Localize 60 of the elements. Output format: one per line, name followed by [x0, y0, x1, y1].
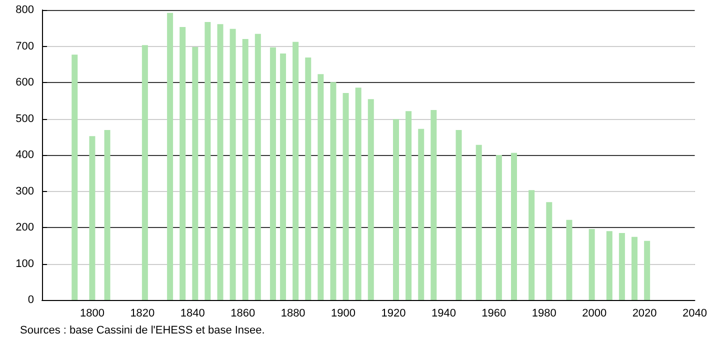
x-tick-label: 1800	[80, 308, 104, 320]
x-tick-label: 1920	[381, 308, 406, 320]
bar	[230, 28, 236, 300]
bar	[280, 54, 286, 300]
bar	[606, 231, 612, 300]
bar	[254, 34, 261, 300]
x-tick-label: 2040	[682, 308, 708, 320]
bar	[305, 57, 312, 300]
bar	[217, 24, 224, 300]
bar	[418, 128, 424, 300]
x-tick-label: 2000	[582, 308, 607, 320]
bar	[368, 99, 374, 300]
bar	[566, 220, 572, 300]
bar	[142, 45, 148, 300]
bar	[167, 12, 174, 300]
bar	[644, 240, 650, 300]
bar	[430, 110, 437, 300]
bar	[270, 47, 276, 300]
bar	[588, 228, 595, 300]
bar	[528, 190, 535, 300]
bar	[632, 236, 638, 300]
bar	[318, 74, 324, 300]
bar	[242, 39, 248, 300]
y-tick-label: 700	[16, 40, 34, 52]
bar	[496, 155, 502, 300]
bar	[546, 202, 552, 300]
y-tick-label: 500	[16, 112, 34, 125]
bar	[180, 27, 186, 300]
bar	[511, 152, 517, 300]
x-tick-label: 1820	[130, 308, 155, 320]
bar	[342, 93, 349, 300]
y-tick-label: 200	[16, 222, 34, 234]
bar	[393, 119, 399, 300]
y-tick-label: 0	[28, 294, 34, 306]
bar	[330, 82, 336, 300]
bar	[355, 88, 362, 300]
source-note: Sources : base Cassini de l'EHESS et base Insee.	[20, 324, 265, 336]
bar	[618, 232, 625, 300]
bar	[476, 144, 482, 300]
y-tick-label: 600	[16, 76, 34, 88]
y-tick-label: 400	[16, 149, 34, 161]
bar	[72, 54, 78, 300]
x-tick-label: 1860	[230, 308, 256, 320]
x-tick-label: 1980	[532, 308, 556, 320]
bar	[456, 130, 462, 300]
bar	[406, 111, 412, 300]
x-tick-label: 1840	[180, 308, 205, 320]
x-tick-label: 1900	[331, 308, 356, 320]
y-tick-label: 100	[16, 258, 34, 270]
y-tick-label: 300	[16, 185, 34, 198]
bar	[292, 42, 299, 300]
x-tick-label: 1880	[280, 308, 306, 320]
bar	[204, 22, 211, 300]
x-tick-label: 1940	[431, 308, 456, 320]
x-tick-label: 1960	[482, 308, 506, 320]
bar	[104, 130, 110, 300]
bar	[192, 46, 198, 300]
x-tick-label: 2020	[632, 308, 657, 320]
y-tick-label: 800	[16, 4, 34, 16]
bar	[89, 136, 96, 300]
